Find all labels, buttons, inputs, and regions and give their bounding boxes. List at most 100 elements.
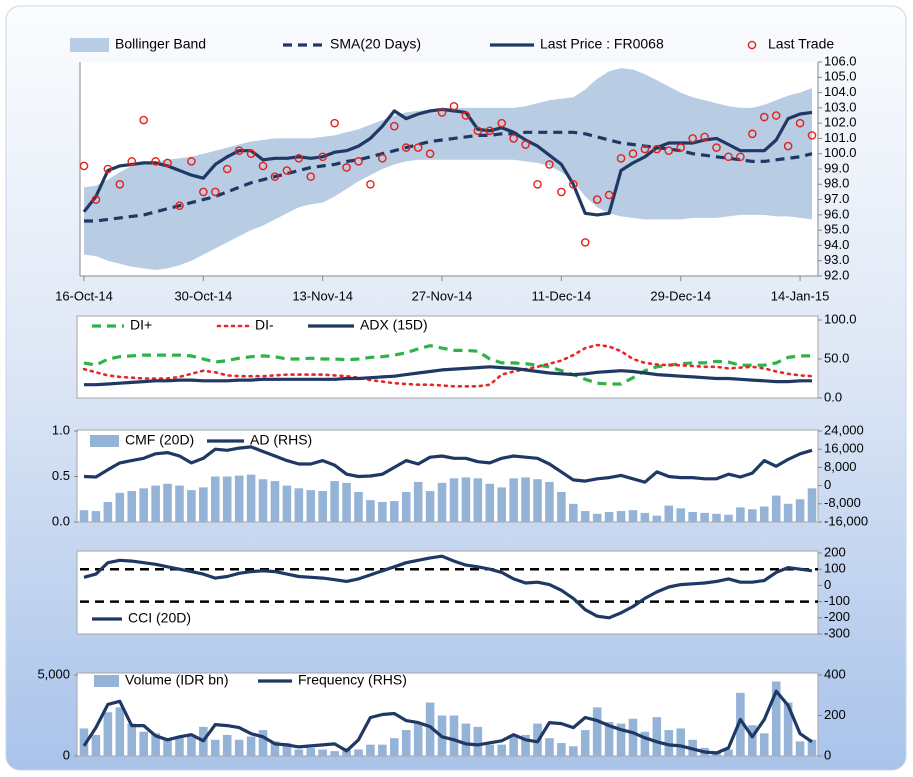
bar [318,491,327,522]
bar [557,743,566,756]
bar [282,485,292,522]
bar [163,739,172,756]
x-tick-label: 14-Jan-15 [771,288,830,303]
trade-point [652,144,662,154]
bar [688,511,697,522]
trade-point [413,143,423,152]
bar [79,728,89,756]
bar [366,500,375,522]
bar [521,477,530,522]
trade-point [163,158,172,168]
bar [282,743,292,756]
trade-point [461,111,471,120]
trade-point [616,153,626,163]
bar [115,707,125,756]
bar [485,483,495,522]
legend-label: Bollinger Band [115,36,206,52]
y-tick-label: 0.0 [824,389,842,404]
bar [91,734,101,756]
bar [759,733,769,756]
bar [545,738,554,756]
y-tick-label: 200 [824,707,846,722]
y-tick-label: 50.0 [824,350,849,365]
bar [413,481,423,522]
series-line [84,130,813,223]
y-tick-label: 100.0 [824,145,857,160]
legend-label: CCI (20D) [128,610,191,626]
bar [449,478,459,522]
legend-swatch [90,435,119,447]
y-tick-label: 94.0 [824,237,849,252]
bar [246,474,256,522]
bar [628,718,638,756]
bar [199,487,208,522]
bar [294,749,304,756]
trade-point [246,149,256,159]
y-tick-label: 0.5 [52,468,70,483]
bar [628,510,638,522]
trade-point [210,187,220,197]
bar [234,739,244,756]
series-line [82,689,813,755]
trade-point [700,132,709,142]
bar [748,725,757,756]
y-tick-label: 103.0 [824,99,857,114]
bar [783,503,793,522]
bar [294,488,304,522]
series-line [83,445,813,484]
bar [509,478,518,522]
bar [592,707,602,756]
trade-point [449,102,459,111]
bar [473,726,483,756]
bar [724,749,733,756]
bar [652,717,662,756]
bar [664,505,674,522]
trade-point [342,163,351,172]
legend-label: Last Price : FR0068 [540,36,664,52]
bar [616,511,626,522]
bar [222,734,232,756]
trade-point [736,152,745,162]
bar [127,723,137,756]
bar [807,739,817,756]
trade-point [199,187,208,197]
y-tick-label: 5,000 [37,666,70,681]
bar [783,702,793,756]
trade-point [330,118,339,128]
bar [664,730,674,756]
bar [533,479,542,522]
y-tick-label: 99.0 [824,160,849,175]
y-tick-label: 16,000 [824,441,864,456]
y-tick-label: 200 [824,544,846,559]
bar [712,513,721,522]
trade-point [771,111,781,120]
trade-point [151,157,160,166]
trade-point [139,115,148,125]
y-tick-label: 100.0 [824,311,857,326]
bollinger-band [84,68,812,270]
bar [354,749,363,756]
bar [270,481,280,522]
bar [246,736,256,756]
trade-point [389,121,399,131]
y-tick-label: 106.0 [824,53,857,68]
bar [676,728,686,756]
bar [389,501,399,522]
y-tick-label: -200 [824,609,850,624]
y-tick-label: 102.0 [824,115,857,130]
bar [521,734,530,756]
bar [306,490,316,522]
y-tick-label: 1.0 [52,422,70,437]
trade-point [127,157,137,166]
bar [163,483,172,522]
y-tick-label: 96.0 [824,206,849,221]
legend-label: Volume (IDR bn) [125,672,228,688]
bar [473,478,483,522]
legend-label: DI- [255,317,274,333]
y-tick-label: 0.0 [52,513,70,528]
trade-point [628,149,638,159]
y-tick-label: -16,000 [824,513,868,528]
bar [139,488,148,522]
trade-point [258,161,268,171]
bar [91,511,101,522]
